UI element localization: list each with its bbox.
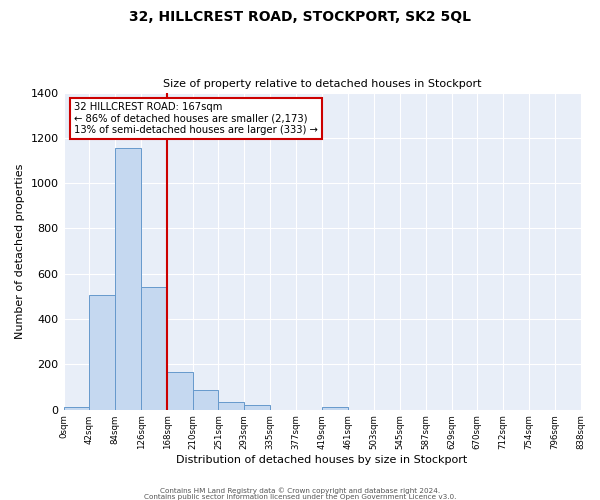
Bar — [167, 372, 193, 410]
Text: Contains HM Land Registry data © Crown copyright and database right 2024.: Contains HM Land Registry data © Crown c… — [160, 487, 440, 494]
Bar — [218, 402, 244, 409]
Text: 32, HILLCREST ROAD, STOCKPORT, SK2 5QL: 32, HILLCREST ROAD, STOCKPORT, SK2 5QL — [129, 10, 471, 24]
X-axis label: Distribution of detached houses by size in Stockport: Distribution of detached houses by size … — [176, 455, 467, 465]
Bar — [193, 390, 218, 409]
Bar — [64, 408, 89, 410]
Bar — [322, 408, 348, 410]
Y-axis label: Number of detached properties: Number of detached properties — [15, 164, 25, 339]
Text: Contains public sector information licensed under the Open Government Licence v3: Contains public sector information licen… — [144, 494, 456, 500]
Bar — [244, 404, 270, 409]
Bar — [89, 296, 115, 410]
Bar — [115, 148, 141, 409]
Bar — [141, 288, 167, 410]
Text: 32 HILLCREST ROAD: 167sqm
← 86% of detached houses are smaller (2,173)
13% of se: 32 HILLCREST ROAD: 167sqm ← 86% of detac… — [74, 102, 318, 136]
Title: Size of property relative to detached houses in Stockport: Size of property relative to detached ho… — [163, 79, 481, 89]
